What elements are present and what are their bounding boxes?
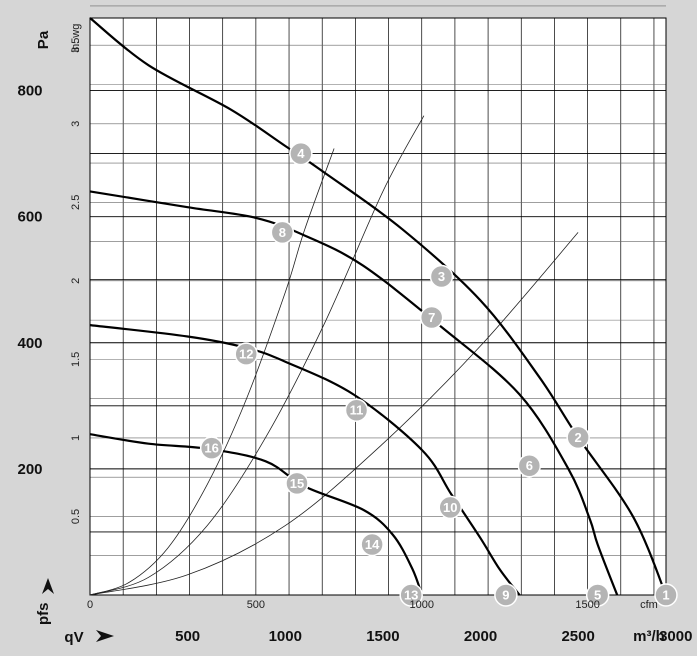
marker-label: 5 — [594, 588, 601, 603]
operating-point-6: 6 — [517, 453, 542, 478]
y-tick-inwg: 1.5 — [70, 352, 82, 367]
marker-circle — [654, 583, 678, 607]
marker-label: 9 — [502, 588, 509, 603]
operating-point-4: 4 — [289, 141, 313, 166]
y-axis-label-inwg: in. wg — [70, 24, 82, 53]
marker-label: 11 — [350, 403, 364, 418]
marker-circle — [494, 583, 518, 607]
plot-area — [90, 18, 666, 595]
operating-point-16: 16 — [199, 436, 224, 460]
marker-circle — [429, 264, 454, 289]
operating-point-5: 5 — [585, 583, 610, 607]
marker-circle — [285, 471, 309, 496]
marker-circle — [585, 583, 610, 607]
x-tick-cfm: 500 — [247, 599, 265, 611]
x-axis-unit-cfm: cfm — [640, 599, 658, 611]
system-parabola — [89, 148, 335, 596]
marker-circle — [234, 342, 258, 366]
system-parabola — [89, 115, 425, 596]
x-tick-m3h: 1500 — [366, 628, 399, 645]
operating-point-15: 15 — [285, 471, 309, 496]
x-tick-cfm: 0 — [87, 599, 93, 611]
operating-point-13: 13 — [399, 583, 423, 607]
marker-label: 14 — [365, 537, 380, 552]
x-tick-m3h: 1000 — [269, 628, 302, 645]
marker-label: 6 — [526, 458, 533, 473]
marker-circle — [566, 425, 590, 450]
operating-point-8: 8 — [270, 220, 295, 245]
operating-point-1: 1 — [654, 583, 678, 607]
marker-circle — [344, 398, 369, 422]
operating-point-11: 11 — [344, 398, 369, 422]
x-tick-m3h: 2000 — [464, 628, 497, 645]
y-axis-label-pa: Pa — [35, 30, 52, 49]
marker-label: 1 — [662, 588, 669, 603]
operating-point-14: 14 — [360, 532, 384, 557]
marker-circle — [517, 453, 542, 478]
marker-label: 3 — [438, 269, 445, 284]
plot-border — [89, 17, 667, 596]
x-tick-cfm: 1500 — [575, 599, 599, 611]
x-tick-m3h: 2500 — [561, 628, 594, 645]
marker-label: 7 — [428, 310, 435, 325]
y-tick-inwg: 3.5 — [70, 38, 82, 53]
y-tick-inwg: 2.5 — [70, 195, 82, 210]
marker-label: 2 — [575, 430, 582, 445]
pfs-arrow-icon — [42, 578, 54, 594]
marker-circle — [438, 495, 462, 520]
y-tick-inwg: 0.5 — [70, 509, 82, 524]
y-tick-pa: 400 — [17, 335, 42, 352]
marker-label: 15 — [290, 476, 304, 491]
y-tick-pa: 600 — [17, 209, 42, 226]
marker-label: 8 — [279, 225, 286, 240]
operating-point-9: 9 — [494, 583, 518, 607]
axis-labels: Pa 200 400 600 800 in. wg 0.5 1 1.5 2 2.5 3 3.5 pfs 0 5… — [17, 24, 692, 646]
marker-circle — [419, 305, 444, 330]
y-tick-inwg: 3 — [70, 121, 82, 127]
marker-circle — [270, 220, 295, 245]
performance-curve — [89, 324, 521, 596]
operating-point-2: 2 — [566, 425, 590, 450]
marker-label: 12 — [239, 347, 253, 362]
y-tick-pa: 200 — [17, 461, 42, 478]
marker-circle — [399, 583, 423, 607]
performance-curve — [89, 17, 668, 596]
performance-curves — [89, 17, 668, 596]
marker-label: 10 — [443, 500, 457, 515]
marker-circle — [289, 141, 313, 166]
y-tick-pa: 800 — [17, 83, 42, 100]
y-tick-inwg: 1 — [70, 435, 82, 441]
operating-point-7: 7 — [419, 305, 444, 330]
marker-circle — [360, 532, 384, 557]
x-tick-cfm: 1000 — [409, 599, 433, 611]
marker-label: 13 — [404, 588, 418, 603]
operating-point-10: 10 — [438, 495, 462, 520]
performance-curve — [89, 190, 619, 596]
qv-arrow-icon — [96, 630, 114, 642]
operating-point-3: 3 — [429, 264, 454, 289]
x-tick-m3h: 3000 — [659, 628, 692, 645]
operating-point-12: 12 — [234, 342, 258, 366]
marker-label: 4 — [297, 146, 305, 161]
x-axis-unit-m3h: m³/h — [633, 628, 665, 645]
x-tick-m3h: 500 — [175, 628, 200, 645]
marker-circle — [199, 436, 224, 460]
pfs-label: pfs — [35, 603, 52, 626]
x-axis-label-qv: qV — [64, 629, 83, 646]
y-tick-inwg: 2 — [70, 278, 82, 284]
marker-label: 16 — [204, 441, 218, 456]
